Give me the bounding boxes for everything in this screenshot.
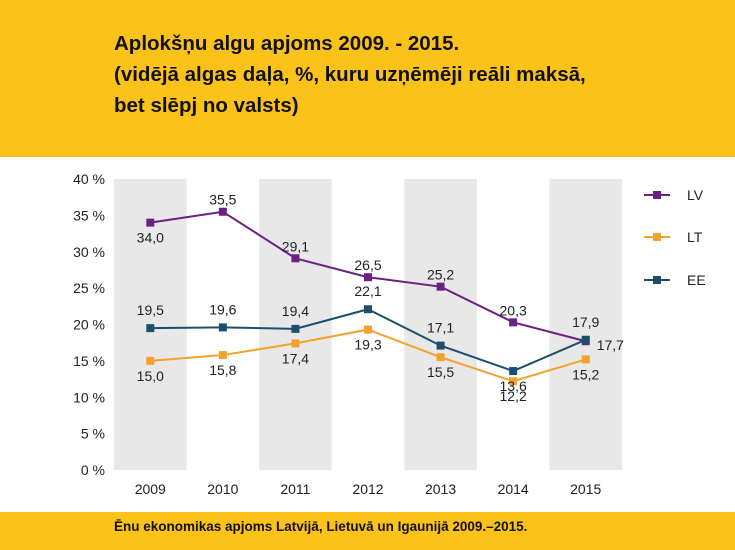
point-LV-2013 <box>436 282 445 291</box>
data-label-LV-2010: 35,5 <box>209 192 236 208</box>
y-tick-label: 10 % <box>73 389 105 405</box>
point-LT-2013 <box>436 353 445 362</box>
data-label-LV-2013: 25,2 <box>427 267 454 283</box>
data-label-EE-2013: 17,1 <box>427 320 454 336</box>
footer-banner: Ēnu ekonomikas apjoms Latvijā, Lietuvā u… <box>0 512 735 550</box>
point-EE-2012 <box>364 305 372 314</box>
data-label-LT-2013: 15,5 <box>427 364 454 380</box>
x-tick-label-2011: 2011 <box>280 481 310 497</box>
legend-label-LV: LV <box>687 187 704 203</box>
y-tick-label: 35 % <box>73 207 105 223</box>
data-label-EE-2009: 19,5 <box>137 302 164 318</box>
footer-caption: Ēnu ekonomikas apjoms Latvijā, Lietuvā u… <box>114 519 528 534</box>
data-label-EE-2012: 22,1 <box>354 283 381 299</box>
y-tick-label: 5 % <box>81 426 105 442</box>
point-EE-2011 <box>291 324 300 333</box>
data-label-LT-2011: 17,4 <box>282 350 309 366</box>
data-label-LV-2009: 34,0 <box>137 230 164 246</box>
data-label-LT-2014: 12,2 <box>500 388 527 404</box>
x-tick-label-2012: 2012 <box>352 481 383 497</box>
x-tick-label-2013: 2013 <box>425 481 456 497</box>
point-EE-2010 <box>218 323 227 332</box>
background-band-2015 <box>549 179 622 470</box>
point-LT-2012 <box>364 325 372 334</box>
data-label-LV-2015: 17,7 <box>597 337 624 353</box>
data-label-LT-2015: 15,2 <box>572 366 599 382</box>
x-tick-label-2014: 2014 <box>498 481 529 497</box>
data-label-EE-2010: 19,6 <box>209 301 236 317</box>
data-label-EE-2014: 13,6 <box>500 378 527 394</box>
background-band-2013 <box>404 179 477 470</box>
data-label-LT-2010: 15,8 <box>209 362 236 378</box>
data-label-LT-2012: 19,3 <box>354 337 381 353</box>
data-label-EE-2015: 17,9 <box>572 314 599 330</box>
chart-title-line-1: Aplokšņu algu apjoms 2009. - 2015. <box>114 32 460 55</box>
point-LT-2014 <box>509 377 518 386</box>
point-EE-2013 <box>436 341 445 350</box>
y-tick-label: 25 % <box>73 280 105 296</box>
data-label-LT-2009: 15,0 <box>137 368 164 384</box>
legend-label-EE: EE <box>687 272 706 288</box>
chart-title-line-3: bet slēpj no valsts) <box>114 94 299 117</box>
point-LT-2015 <box>581 355 590 364</box>
point-EE-2015 <box>581 335 590 344</box>
point-EE-2014 <box>509 367 518 376</box>
background-band-2011 <box>259 179 332 470</box>
y-tick-label: 0 % <box>81 462 105 478</box>
point-LT-2011 <box>291 339 300 348</box>
point-LV-2011 <box>291 254 300 263</box>
data-label-LV-2011: 29,1 <box>282 238 309 254</box>
x-tick-label-2010: 2010 <box>207 481 238 497</box>
line-chart: 0 % 5 % 10 % 15 % 20 % 25 % 30 % 35 % 40 % 2009 20… <box>73 171 706 497</box>
chart-title-line-2: (vidējā algas daļa, %, kuru uzņēmēji reā… <box>114 63 586 86</box>
y-tick-label: 30 % <box>73 244 105 260</box>
y-tick-label: 15 % <box>73 353 105 369</box>
data-label-LV-2012: 26,5 <box>354 257 381 273</box>
point-LV-2014 <box>509 318 518 327</box>
legend-marker-EE <box>653 276 661 284</box>
legend-label-LT: LT <box>687 229 703 245</box>
y-tick-label: 20 % <box>73 317 105 333</box>
y-tick-label: 40 % <box>73 171 105 187</box>
header-banner: Aplokšņu algu apjoms 2009. - 2015. (vidē… <box>0 0 735 157</box>
point-LV-2010 <box>218 207 227 216</box>
point-EE-2009 <box>146 324 155 333</box>
x-tick-label-2009: 2009 <box>135 481 166 497</box>
legend-marker-LT <box>653 233 661 241</box>
point-LV-2009 <box>146 218 155 227</box>
point-LT-2009 <box>146 356 155 365</box>
point-LV-2012 <box>364 273 372 282</box>
data-label-LV-2014: 20,3 <box>500 302 527 318</box>
x-tick-label-2015: 2015 <box>570 481 601 497</box>
legend-marker-LV <box>653 191 661 199</box>
data-label-EE-2011: 19,4 <box>282 303 309 319</box>
point-LT-2010 <box>218 351 227 360</box>
